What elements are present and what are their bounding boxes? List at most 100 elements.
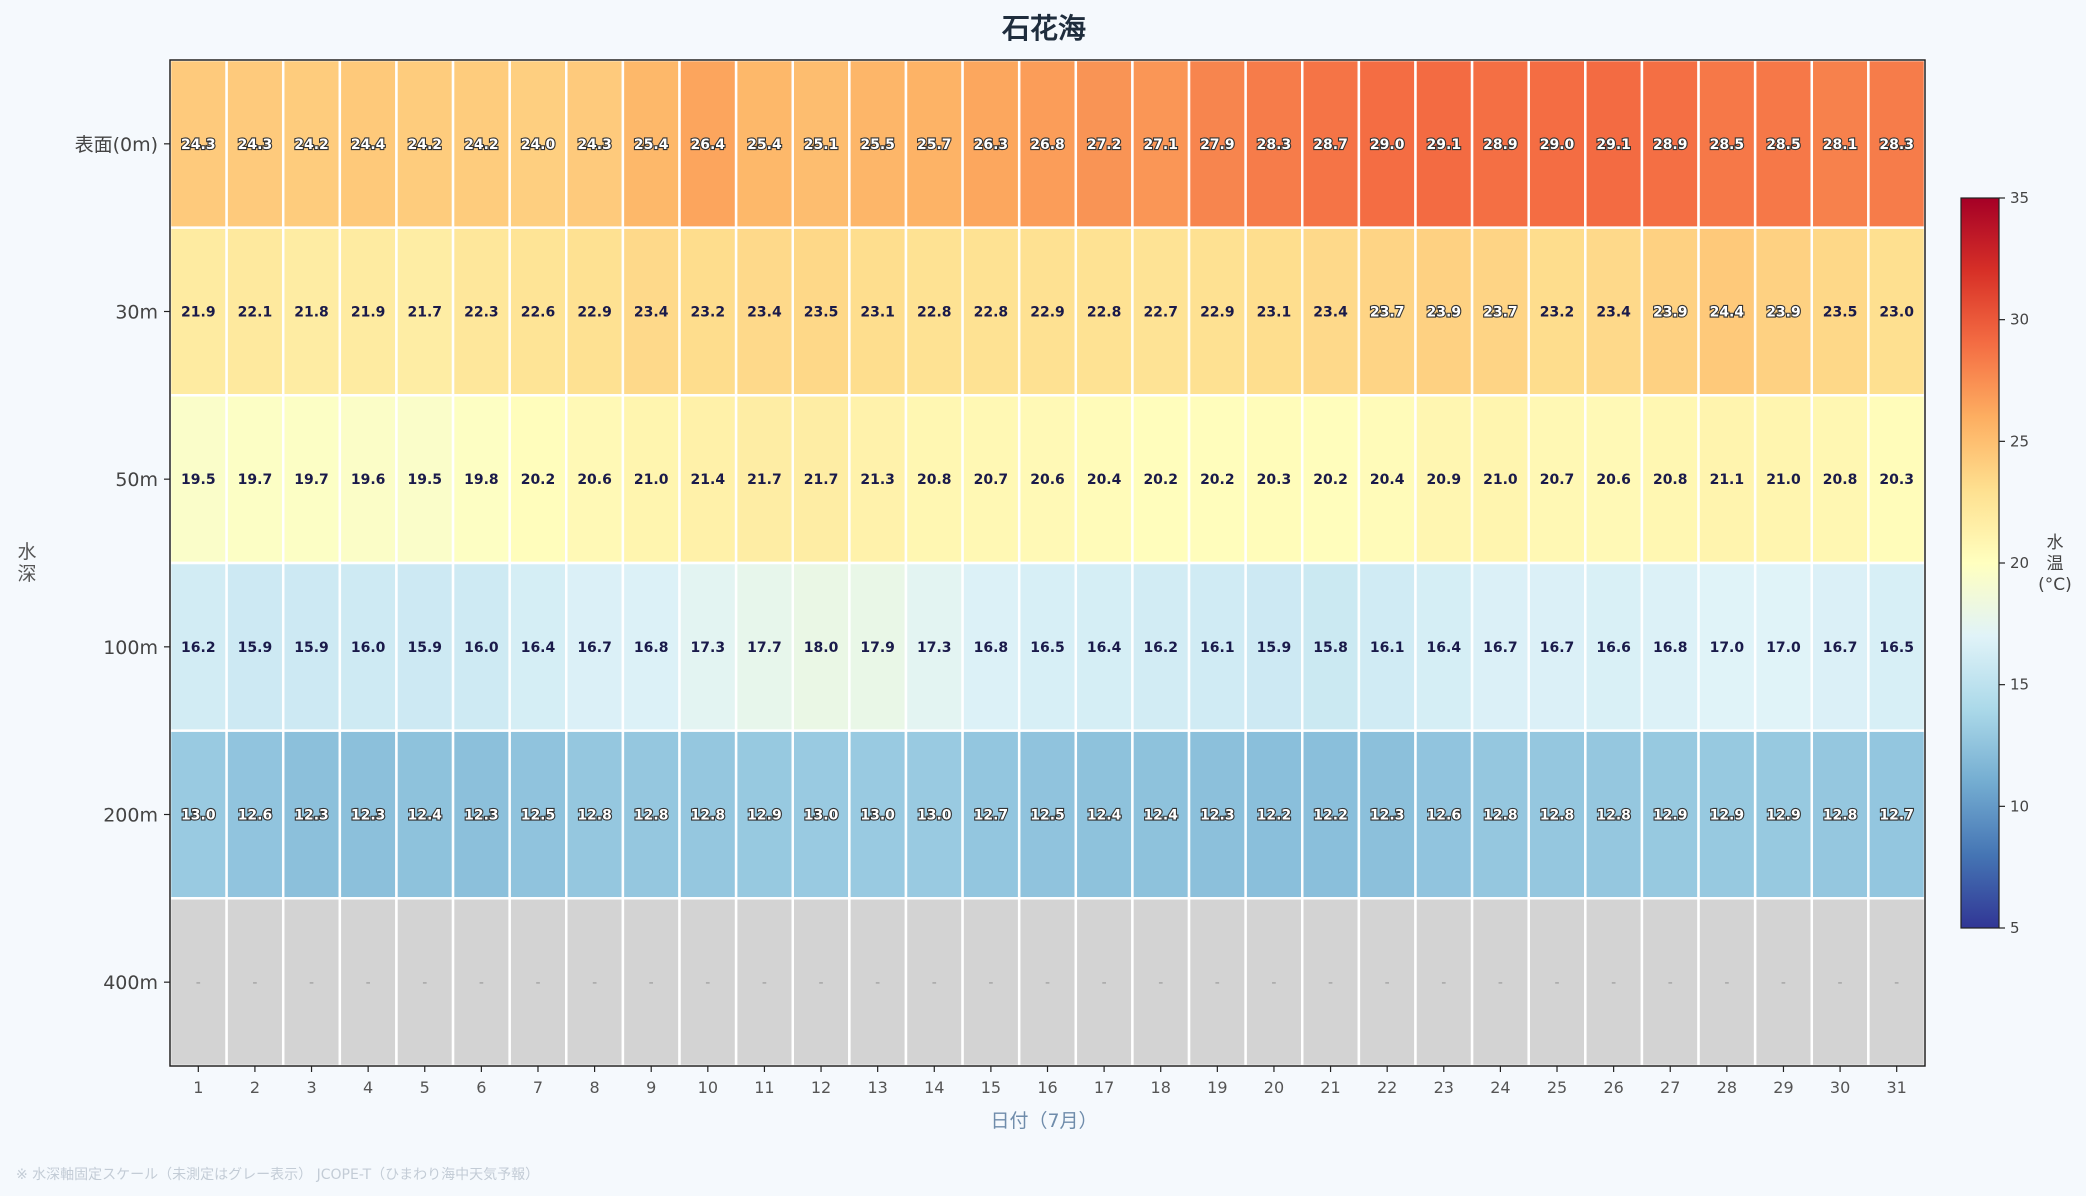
cell-value-label: 22.8 bbox=[974, 305, 1009, 321]
heatmap-cell bbox=[1414, 561, 1474, 732]
heatmap-cell bbox=[621, 561, 681, 732]
cell-value-label: 27.1 bbox=[1143, 137, 1178, 153]
x-tick-label: 15 bbox=[981, 1078, 1001, 1097]
heatmap-cell bbox=[734, 226, 794, 397]
cell-value-label: 16.5 bbox=[1879, 640, 1914, 656]
heatmap-cell bbox=[1244, 58, 1304, 229]
cell-value-label: 17.9 bbox=[860, 640, 895, 656]
cell-value-label: 12.9 bbox=[747, 808, 782, 824]
heatmap-cell bbox=[338, 561, 398, 732]
x-tick-label: 8 bbox=[590, 1078, 600, 1097]
y-axis-label-char: 深 bbox=[17, 563, 36, 585]
heatmap-cell bbox=[1187, 58, 1247, 229]
cell-value-label: 22.8 bbox=[1087, 305, 1122, 321]
cell-value-label: 23.9 bbox=[1653, 305, 1688, 321]
cell-value-label: 24.4 bbox=[1710, 305, 1745, 321]
cell-value-label: 28.3 bbox=[1257, 137, 1292, 153]
chart-title: 石花海 bbox=[1001, 12, 1086, 45]
cell-value-label: 24.3 bbox=[181, 137, 216, 153]
cell-value-label: 20.2 bbox=[1143, 472, 1178, 488]
heatmap-cell bbox=[1131, 729, 1191, 900]
x-tick-label: 6 bbox=[476, 1078, 486, 1097]
cell-value-label: 17.0 bbox=[1710, 640, 1745, 656]
colorbar-label: 温 bbox=[2047, 554, 2064, 574]
cell-value-label: 21.4 bbox=[691, 472, 726, 488]
colorbar-tick-label: 15 bbox=[2010, 676, 2029, 694]
cell-value-label: 16.2 bbox=[1143, 640, 1178, 656]
cell-value-label: 16.8 bbox=[974, 640, 1009, 656]
heatmap-cell bbox=[734, 394, 794, 565]
heatmap-cell bbox=[848, 897, 908, 1068]
x-tick-label: 12 bbox=[811, 1078, 831, 1097]
x-tick-label: 29 bbox=[1773, 1078, 1793, 1097]
x-tick-label: 30 bbox=[1830, 1078, 1850, 1097]
x-tick-label: 21 bbox=[1320, 1078, 1340, 1097]
cell-value-label: 16.5 bbox=[1030, 640, 1065, 656]
heatmap-cell bbox=[1753, 561, 1814, 732]
cell-value-label: 29.1 bbox=[1427, 137, 1462, 153]
x-tick-label: 23 bbox=[1434, 1078, 1454, 1097]
cell-value-label: 22.9 bbox=[1030, 305, 1065, 321]
cell-value-label: 15.8 bbox=[1313, 640, 1348, 656]
cell-value-label: 23.9 bbox=[1427, 305, 1462, 321]
cell-value-label: - bbox=[366, 975, 371, 991]
colorbar-tick-label: 5 bbox=[2010, 919, 2020, 937]
heatmap-cell bbox=[1584, 394, 1644, 565]
heatmap-cell bbox=[508, 729, 568, 900]
heatmap-cell bbox=[508, 394, 568, 565]
cell-value-label: 19.5 bbox=[181, 472, 216, 488]
heatmap-cell bbox=[1584, 561, 1644, 732]
y-tick-label: 表面(0m) bbox=[75, 134, 158, 156]
cell-value-label: 26.3 bbox=[974, 137, 1009, 153]
heatmap-cell-labels: 24.3 24.3 24.2 24.4 24.2 24.2 24.0 24.3 25.4 26.4… bbox=[180, 136, 1915, 991]
heatmap-cell bbox=[904, 394, 964, 565]
cell-value-label: 25.1 bbox=[804, 137, 839, 153]
x-tick-label: 13 bbox=[867, 1078, 887, 1097]
cell-value-label: 22.7 bbox=[1143, 305, 1178, 321]
y-tick-label: 100m bbox=[103, 637, 158, 659]
heatmap-cell bbox=[1470, 226, 1530, 397]
cell-value-label: 21.3 bbox=[860, 472, 895, 488]
cell-value-label: - bbox=[1385, 975, 1390, 991]
cell-value-label: 21.9 bbox=[181, 305, 216, 321]
cell-value-label: 23.4 bbox=[747, 305, 782, 321]
cell-value-label: 16.2 bbox=[181, 640, 216, 656]
x-axis-ticks: 1 2 3 4 5 6 7 8 9 10 11 12 13 14 15 16 17 18 19 20 21 22 23 24 2… bbox=[193, 1066, 1907, 1097]
cell-value-label: 20.6 bbox=[1030, 472, 1065, 488]
cell-value-label: - bbox=[592, 975, 597, 991]
cell-value-label: 16.7 bbox=[577, 640, 612, 656]
heatmap-cell bbox=[1470, 729, 1530, 900]
cell-value-label: - bbox=[479, 975, 484, 991]
cell-value-label: 19.7 bbox=[238, 472, 273, 488]
cell-value-label: 28.5 bbox=[1766, 137, 1801, 153]
cell-value-label: 27.9 bbox=[1200, 137, 1235, 153]
cell-value-label: 21.7 bbox=[747, 472, 782, 488]
colorbar: 5 10 15 20 25 30 35 水温(°C) bbox=[1960, 189, 2072, 937]
heatmap-cell bbox=[1584, 897, 1644, 1068]
x-tick-label: 26 bbox=[1603, 1078, 1623, 1097]
cell-value-label: 17.3 bbox=[691, 640, 726, 656]
cell-value-label: 25.5 bbox=[860, 137, 895, 153]
heatmap-cell bbox=[848, 394, 908, 565]
cell-value-label: - bbox=[1838, 975, 1843, 991]
cell-value-label: 15.9 bbox=[294, 640, 329, 656]
heatmap-cell bbox=[734, 897, 794, 1068]
cell-value-label: 16.7 bbox=[1483, 640, 1518, 656]
heatmap-cell bbox=[451, 561, 511, 732]
cell-value-label: 20.6 bbox=[577, 472, 612, 488]
heatmap-cell bbox=[225, 729, 285, 900]
heatmap-cell bbox=[225, 394, 285, 565]
heatmap-cell bbox=[1640, 729, 1700, 900]
cell-value-label: 27.2 bbox=[1087, 137, 1122, 153]
cell-value-label: 13.0 bbox=[917, 808, 952, 824]
heatmap-cell bbox=[1187, 729, 1247, 900]
cell-value-label: 12.8 bbox=[1540, 808, 1575, 824]
x-tick-label: 3 bbox=[306, 1078, 316, 1097]
cell-value-label: 12.8 bbox=[634, 808, 669, 824]
cell-value-label: 26.4 bbox=[691, 137, 726, 153]
heatmap-cell bbox=[1527, 226, 1587, 397]
x-tick-label: 9 bbox=[646, 1078, 656, 1097]
cell-value-label: 28.9 bbox=[1653, 137, 1688, 153]
heatmap-cell bbox=[904, 729, 964, 900]
